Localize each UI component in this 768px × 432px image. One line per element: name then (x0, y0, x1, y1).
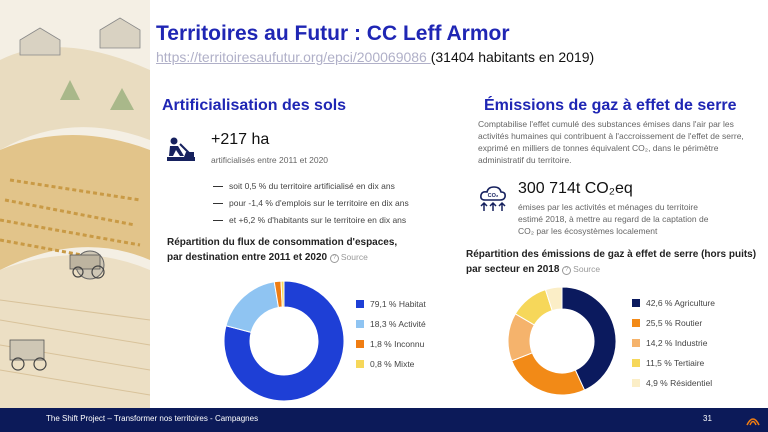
svg-text:CO₂: CO₂ (488, 193, 499, 199)
legend-swatch (356, 320, 364, 328)
legend-swatch (632, 379, 640, 387)
legend-item: 79,1 % Habitat (356, 294, 426, 314)
construction-worker-icon (167, 137, 195, 161)
emissions-legend: 42,6 % Agriculture 25,5 % Routier 14,2 % I… (632, 293, 715, 393)
legend-swatch (356, 300, 364, 308)
legend-item: 1,8 % Inconnu (356, 334, 426, 354)
legend-swatch (632, 299, 640, 307)
bullet-item: et +6,2 % d'habitants sur le territoire … (213, 215, 406, 225)
landscape-drawing (0, 0, 150, 408)
legend-label: 18,3 % Activité (370, 319, 426, 329)
right-chart-title: Répartition des émissions de gaz à effet… (466, 249, 757, 275)
artificialisation-caption: artificialisés entre 2011 et 2020 (211, 155, 329, 165)
population-text: (31404 habitants en 2019) (430, 49, 595, 65)
co2-cloud-icon: CO₂ (480, 186, 506, 211)
legend-item: 25,5 % Routier (632, 313, 715, 333)
page-number: 31 (703, 414, 712, 423)
bullet-item: soit 0,5 % du territoire artificialisé e… (213, 181, 395, 191)
footer-bar: The Shift Project – Transformer nos terr… (0, 408, 768, 432)
legend-label: 0,8 % Mixte (370, 359, 415, 369)
donut-slice-activite (225, 281, 280, 333)
legend-item: 0,8 % Mixte (356, 354, 426, 374)
donut-slice-routier (511, 352, 586, 396)
emissions-value: 300 714t CO₂eq (518, 180, 633, 197)
donut-slice-habitat (223, 280, 345, 402)
legend-label: 14,2 % Industrie (646, 338, 708, 348)
legend-label: 4,9 % Résidentiel (646, 378, 713, 388)
legend-item: 14,2 % Industrie (632, 333, 715, 353)
legend-label: 11,5 % Tertiaire (646, 358, 705, 368)
legend-label: 25,5 % Routier (646, 318, 703, 328)
donut-slice-agriculture (561, 286, 617, 391)
subtitle: https://territoiresaufutur.org/epci/2000… (156, 49, 594, 65)
legend-swatch (356, 340, 364, 348)
legend-label: 1,8 % Inconnu (370, 339, 425, 349)
legend-item: 42,6 % Agriculture (632, 293, 715, 313)
emissions-title: Émissions de gaz à effet de serre (484, 97, 737, 114)
territory-link[interactable]: https://territoiresaufutur.org/epci/2000… (156, 49, 431, 65)
dash-icon (213, 220, 223, 222)
legend-swatch (632, 359, 640, 367)
legend-swatch (356, 360, 364, 368)
land-use-legend: 79,1 % Habitat 18,3 % Activité 1,8 % Incon… (356, 294, 426, 374)
dash-icon (213, 203, 223, 205)
emissions-description: Comptabilise l'effet cumulé des substanc… (478, 119, 744, 165)
dash-icon (213, 186, 223, 188)
legend-swatch (632, 319, 640, 327)
land-use-donut-chart (223, 280, 345, 402)
source-link[interactable]: ? Source (329, 252, 368, 263)
artificialisation-title: Artificialisation des sols (162, 97, 347, 114)
left-chart-title: Répartition du flux de consommation d'es… (167, 237, 398, 263)
legend-label: 79,1 % Habitat (370, 299, 426, 309)
question-icon: ? (329, 254, 339, 263)
legend-item: 11,5 % Tertiaire (632, 353, 715, 373)
legend-swatch (632, 339, 640, 347)
legend-item: 18,3 % Activité (356, 314, 426, 334)
footer-text: The Shift Project – Transformer nos terr… (46, 414, 259, 423)
bullet-item: pour -1,4 % d'emplois sur le territoire … (213, 198, 409, 208)
artificialisation-value: +217 ha (211, 131, 270, 148)
emissions-donut-chart (507, 286, 617, 396)
donut-slice-mixte (280, 280, 285, 308)
legend-item: 4,9 % Résidentiel (632, 373, 715, 393)
page-title: Territoires au Futur : CC Leff Armor (156, 22, 510, 45)
question-icon: ? (562, 266, 572, 275)
shift-project-logo-icon (746, 418, 760, 426)
emissions-caption: émises par les activités et ménages du t… (518, 202, 709, 236)
legend-label: 42,6 % Agriculture (646, 298, 715, 308)
donut-slice-residentiel (544, 286, 563, 312)
source-link[interactable]: ? Source (562, 264, 600, 275)
landscape-illustration (0, 0, 150, 408)
